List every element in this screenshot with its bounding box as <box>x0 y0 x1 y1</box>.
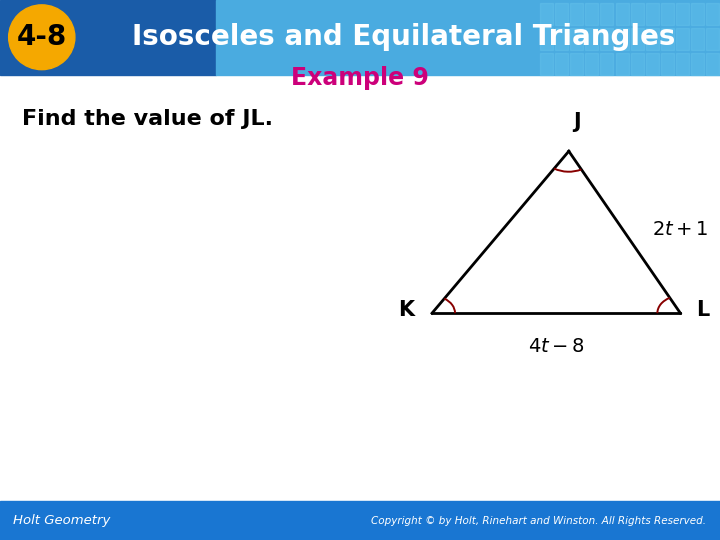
Bar <box>661 53 674 75</box>
Text: Isosceles and Equilateral Triangles: Isosceles and Equilateral Triangles <box>132 23 675 51</box>
Bar <box>540 3 553 25</box>
Text: $2t+1$: $2t+1$ <box>652 220 708 239</box>
Bar <box>646 3 659 25</box>
Bar <box>585 53 598 75</box>
Bar <box>555 3 568 25</box>
Bar <box>555 28 568 50</box>
Bar <box>570 3 583 25</box>
Bar <box>661 3 674 25</box>
Bar <box>631 53 644 75</box>
Bar <box>706 28 719 50</box>
Bar <box>616 28 629 50</box>
Text: Find the value of JL.: Find the value of JL. <box>22 109 273 129</box>
Bar <box>600 28 613 50</box>
Bar <box>540 28 553 50</box>
Bar <box>540 53 553 75</box>
Bar <box>691 53 704 75</box>
Bar <box>616 3 629 25</box>
Bar <box>0 501 720 540</box>
Bar <box>646 28 659 50</box>
Bar <box>585 28 598 50</box>
Bar <box>676 3 689 25</box>
Bar <box>555 53 568 75</box>
Bar <box>0 0 216 75</box>
Bar <box>585 3 598 25</box>
Bar <box>706 53 719 75</box>
Bar <box>676 53 689 75</box>
Bar <box>216 0 720 75</box>
Bar <box>616 53 629 75</box>
Bar <box>691 3 704 25</box>
Bar <box>570 28 583 50</box>
Text: $4t-8$: $4t-8$ <box>528 338 585 356</box>
Ellipse shape <box>9 5 75 70</box>
Bar <box>661 28 674 50</box>
Bar <box>691 28 704 50</box>
Text: Copyright © by Holt, Rinehart and Winston. All Rights Reserved.: Copyright © by Holt, Rinehart and Winsto… <box>371 516 706 525</box>
Text: K: K <box>398 300 414 321</box>
Bar <box>600 53 613 75</box>
Bar <box>631 3 644 25</box>
Bar <box>570 53 583 75</box>
Bar <box>706 3 719 25</box>
Text: J: J <box>574 112 581 132</box>
Bar <box>676 28 689 50</box>
Text: Example 9: Example 9 <box>291 66 429 90</box>
Text: L: L <box>696 300 709 321</box>
Text: 4-8: 4-8 <box>17 23 67 51</box>
Bar <box>646 53 659 75</box>
Bar <box>600 3 613 25</box>
Bar <box>631 28 644 50</box>
Text: Holt Geometry: Holt Geometry <box>13 514 110 527</box>
